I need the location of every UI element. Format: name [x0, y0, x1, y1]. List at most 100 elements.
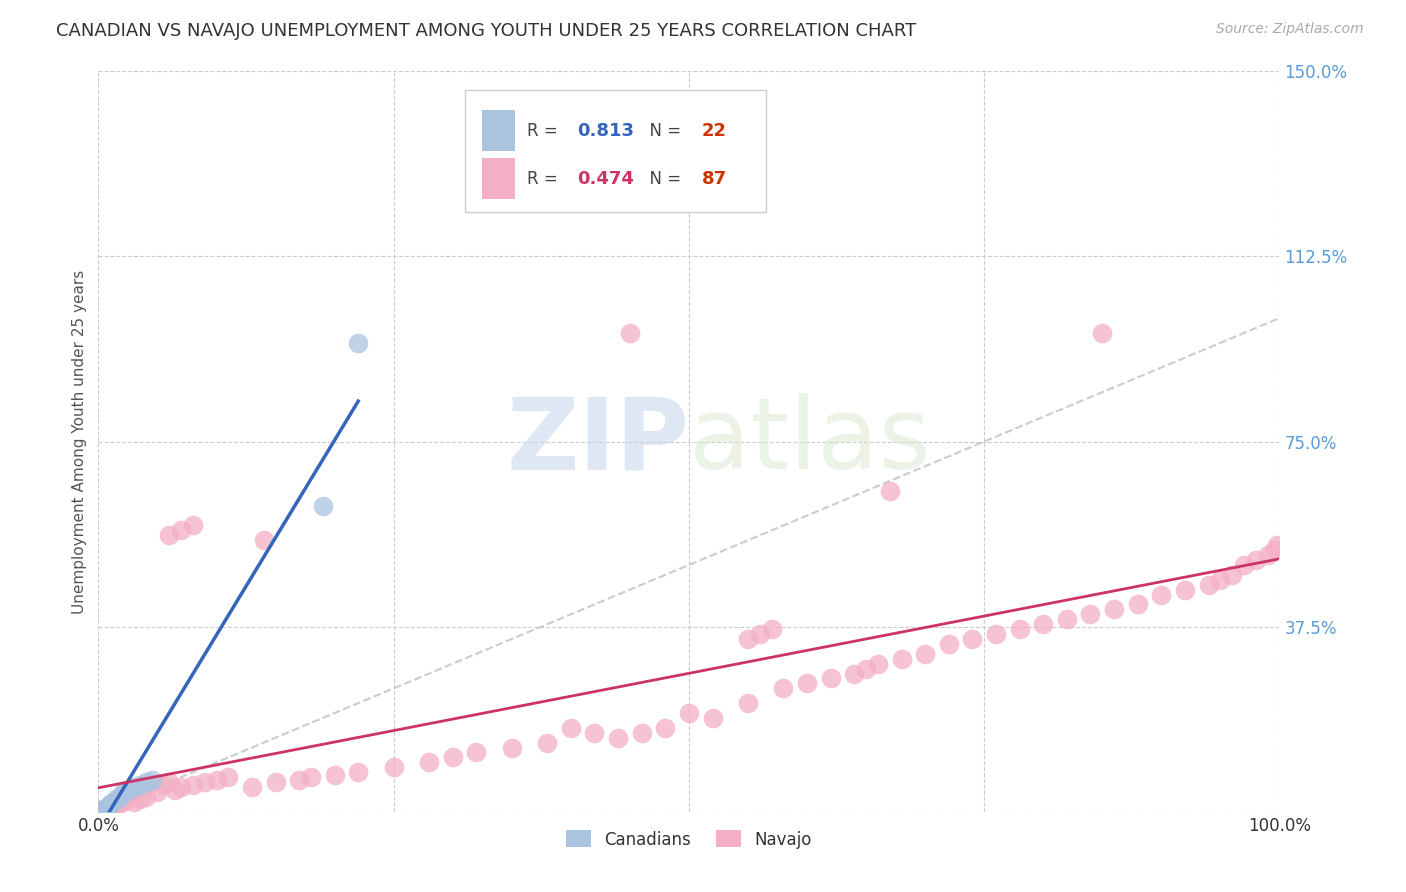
- Text: 87: 87: [702, 169, 727, 187]
- Point: [91, 803, 114, 817]
- Point: [253, 533, 276, 548]
- Point: [93, 802, 115, 816]
- Point: [1174, 582, 1197, 597]
- Point: [1265, 538, 1288, 552]
- Point: [299, 770, 322, 784]
- Point: [796, 676, 818, 690]
- Point: [1198, 577, 1220, 591]
- Point: [128, 778, 150, 792]
- Point: [737, 696, 759, 710]
- Bar: [482, 111, 516, 151]
- Point: [170, 780, 193, 794]
- Point: [91, 803, 114, 817]
- Text: Source: ZipAtlas.com: Source: ZipAtlas.com: [1216, 22, 1364, 37]
- Point: [181, 778, 204, 792]
- Point: [128, 792, 150, 806]
- Point: [560, 721, 582, 735]
- Point: [101, 798, 124, 813]
- Point: [90, 803, 112, 817]
- Point: [205, 772, 228, 787]
- Point: [630, 725, 652, 739]
- Point: [194, 775, 217, 789]
- Point: [103, 798, 125, 813]
- Point: [96, 801, 118, 815]
- Point: [181, 518, 204, 533]
- Point: [112, 785, 135, 799]
- Point: [105, 797, 128, 812]
- Text: 22: 22: [702, 121, 727, 139]
- Point: [122, 780, 145, 794]
- Point: [619, 326, 641, 340]
- Text: atlas: atlas: [689, 393, 931, 490]
- Point: [91, 803, 114, 817]
- Point: [288, 772, 311, 787]
- Point: [111, 795, 134, 809]
- Point: [1056, 612, 1078, 626]
- Point: [382, 760, 405, 774]
- Point: [347, 765, 370, 780]
- Text: 0.474: 0.474: [576, 169, 634, 187]
- Text: R =: R =: [527, 169, 564, 187]
- Point: [1091, 326, 1114, 340]
- Point: [866, 657, 889, 671]
- Point: [89, 804, 111, 818]
- Point: [984, 627, 1007, 641]
- Point: [117, 782, 139, 797]
- Text: N =: N =: [640, 169, 686, 187]
- Point: [217, 770, 239, 784]
- Point: [108, 796, 131, 810]
- Point: [748, 627, 770, 641]
- Point: [1008, 622, 1031, 636]
- Point: [844, 666, 866, 681]
- Point: [240, 780, 263, 794]
- Point: [1126, 598, 1149, 612]
- Point: [1080, 607, 1102, 622]
- Legend: Canadians, Navajo: Canadians, Navajo: [560, 823, 818, 855]
- Point: [1263, 543, 1285, 558]
- Point: [607, 731, 630, 745]
- Text: ZIP: ZIP: [506, 393, 689, 490]
- FancyBboxPatch shape: [464, 90, 766, 212]
- Point: [1150, 588, 1173, 602]
- Point: [89, 804, 111, 818]
- Point: [170, 524, 193, 538]
- Point: [146, 785, 169, 799]
- Point: [654, 721, 676, 735]
- Point: [1220, 567, 1243, 582]
- Point: [312, 499, 335, 513]
- Point: [111, 788, 134, 802]
- Text: 0.813: 0.813: [576, 121, 634, 139]
- Point: [1102, 602, 1125, 616]
- Point: [97, 799, 120, 814]
- Point: [1257, 548, 1279, 562]
- Point: [465, 746, 488, 760]
- Point: [501, 740, 523, 755]
- Point: [1032, 617, 1054, 632]
- Point: [1209, 573, 1232, 587]
- Point: [135, 789, 157, 804]
- Point: [820, 672, 842, 686]
- Text: R =: R =: [527, 121, 564, 139]
- Point: [772, 681, 794, 696]
- Point: [141, 772, 163, 787]
- Point: [135, 775, 157, 789]
- Point: [98, 799, 121, 814]
- Point: [90, 804, 112, 818]
- Point: [583, 725, 606, 739]
- Point: [702, 711, 724, 725]
- Point: [157, 775, 180, 789]
- Point: [347, 335, 370, 350]
- Point: [855, 662, 877, 676]
- Point: [323, 767, 346, 781]
- Point: [94, 801, 117, 815]
- Point: [117, 792, 139, 806]
- Point: [105, 797, 128, 811]
- Point: [737, 632, 759, 646]
- Point: [1233, 558, 1256, 572]
- Point: [441, 750, 464, 764]
- Y-axis label: Unemployment Among Youth under 25 years: Unemployment Among Youth under 25 years: [72, 269, 87, 614]
- Point: [761, 622, 783, 636]
- Point: [536, 736, 558, 750]
- Point: [96, 801, 118, 815]
- Point: [122, 795, 145, 809]
